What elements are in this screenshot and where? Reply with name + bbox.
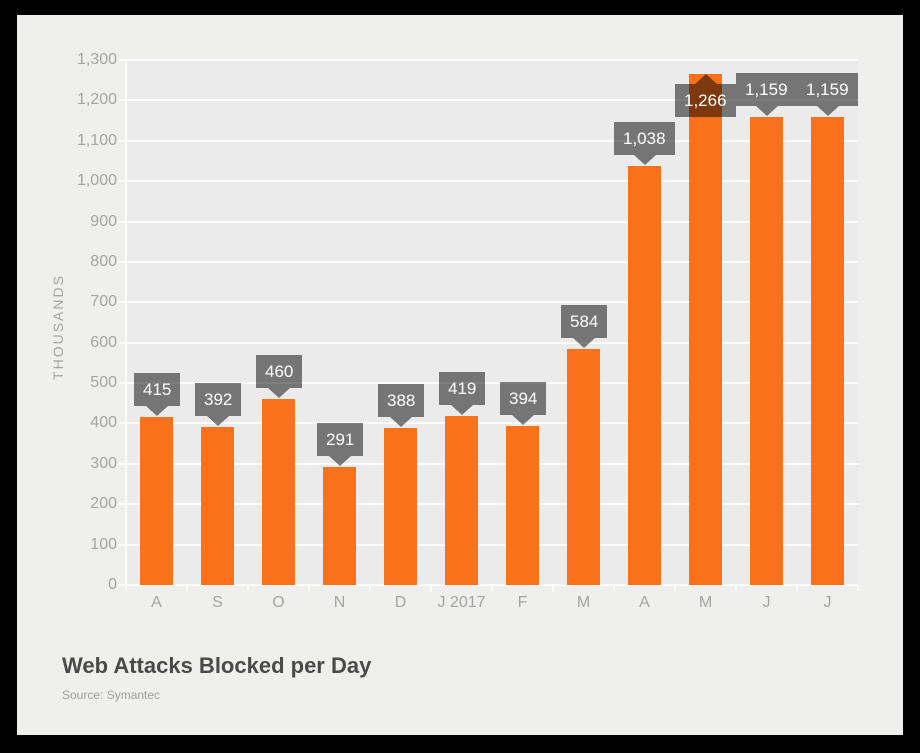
y-axis-tick-label: 100 xyxy=(90,536,117,553)
x-axis-tick-label: F xyxy=(517,594,528,611)
grid-line xyxy=(118,221,858,223)
value-callout xyxy=(256,355,302,398)
value-callout-label: 394 xyxy=(509,389,538,408)
y-axis-tick-label: 200 xyxy=(90,495,117,512)
y-axis-tick-label: 800 xyxy=(90,253,117,270)
grid-line xyxy=(118,382,858,384)
y-axis-tick-label: 1,200 xyxy=(76,91,117,108)
value-callout-label: 1,266 xyxy=(684,91,727,110)
value-callout-label: 1,038 xyxy=(623,129,666,148)
value-callout-label: 419 xyxy=(448,379,477,398)
grid-line xyxy=(118,180,858,182)
value-callout-label: 1,159 xyxy=(806,80,849,99)
y-axis-tick-label: 1,000 xyxy=(76,172,117,189)
chart-canvas: THOUSANDS 0 100 200 300 400 500 600 700 800 900 1,… xyxy=(17,15,903,735)
grid-line xyxy=(118,301,858,303)
x-axis-tick xyxy=(369,585,371,591)
chart-source: Source: Symantec xyxy=(62,688,161,702)
x-axis-tick xyxy=(247,585,249,591)
x-axis-tick-label: A xyxy=(639,594,650,611)
bar xyxy=(445,416,478,585)
x-axis-tick-label: J xyxy=(762,594,771,611)
value-callout-label: 584 xyxy=(570,312,599,331)
value-callout xyxy=(195,383,241,426)
grid-line xyxy=(118,261,858,263)
grid-line xyxy=(118,342,858,344)
y-axis-line xyxy=(125,60,127,585)
x-axis-tick-label: D xyxy=(394,594,407,611)
x-axis-tick xyxy=(430,585,432,591)
bar xyxy=(567,349,600,585)
bar xyxy=(201,427,234,585)
y-axis-tick-label: 700 xyxy=(90,293,117,310)
x-axis-tick-label: O xyxy=(272,594,285,611)
x-axis-tick xyxy=(857,585,859,591)
x-axis-tick xyxy=(308,585,310,591)
value-callout-label: 1,159 xyxy=(745,80,788,99)
grid-line xyxy=(118,463,858,465)
x-axis-tick-label: A xyxy=(151,594,162,611)
x-axis-tick xyxy=(735,585,737,591)
value-callout xyxy=(500,382,546,425)
value-callout xyxy=(614,122,675,165)
grid-line xyxy=(118,59,858,61)
x-axis-tick-label: M xyxy=(576,594,591,611)
y-axis-tick-label: 600 xyxy=(90,334,117,351)
y-axis-tick-label: 900 xyxy=(90,213,117,230)
x-axis-tick-label: N xyxy=(333,594,346,611)
value-callout xyxy=(317,423,363,466)
value-callout-label: 415 xyxy=(143,380,172,399)
bar xyxy=(323,467,356,585)
value-callout xyxy=(378,384,424,427)
grid-line xyxy=(118,544,858,546)
y-axis-tick-label: 1,300 xyxy=(76,51,117,68)
x-axis-tick-label: J xyxy=(823,594,832,611)
x-axis-tick-label: J 2017 xyxy=(437,594,486,611)
x-axis-tick xyxy=(491,585,493,591)
grid-line xyxy=(118,503,858,505)
y-axis-tick-label: 0 xyxy=(108,576,117,593)
x-axis-tick xyxy=(125,585,127,591)
value-callout xyxy=(797,73,858,116)
bar xyxy=(506,426,539,585)
y-axis-tick-label: 300 xyxy=(90,455,117,472)
chart-title: Web Attacks Blocked per Day xyxy=(62,653,372,678)
grid-line xyxy=(118,584,858,586)
bar xyxy=(140,417,173,585)
value-callout-label: 291 xyxy=(326,430,355,449)
value-callout xyxy=(675,74,736,117)
value-callout xyxy=(561,305,607,348)
x-axis-tick xyxy=(674,585,676,591)
bar xyxy=(750,117,783,585)
x-axis-tick xyxy=(796,585,798,591)
x-axis-tick xyxy=(186,585,188,591)
grid-line xyxy=(118,140,858,142)
value-callout-label: 460 xyxy=(265,362,294,381)
y-axis-tick-label: 400 xyxy=(90,414,117,431)
plot-area: 415 392 460 291 388 419 394 584 1,038 1,266 1,159 1… xyxy=(118,59,859,591)
grid-line xyxy=(118,99,858,101)
value-callout xyxy=(439,372,485,415)
value-callout xyxy=(134,373,180,416)
x-axis-tick-labels: A S O N D J 2017 F M A M J J xyxy=(126,592,858,616)
grid-line xyxy=(118,422,858,424)
value-callout xyxy=(736,73,797,116)
bar xyxy=(262,399,295,585)
y-axis-tick-label: 500 xyxy=(90,374,117,391)
bar xyxy=(628,166,661,585)
y-axis-tick-label: 1,100 xyxy=(76,132,117,149)
x-axis-tick-label: S xyxy=(212,594,223,611)
bar xyxy=(689,74,722,585)
x-axis-tick xyxy=(552,585,554,591)
bar xyxy=(384,428,417,585)
x-axis-tick-label: M xyxy=(698,594,713,611)
bar xyxy=(811,117,844,585)
value-callout-label: 392 xyxy=(204,390,233,409)
value-callout-label: 388 xyxy=(387,391,416,410)
y-axis-tick-labels: 0 100 200 300 400 500 600 700 800 900 1,000 1,100 1,… xyxy=(17,51,117,593)
x-axis-tick xyxy=(613,585,615,591)
